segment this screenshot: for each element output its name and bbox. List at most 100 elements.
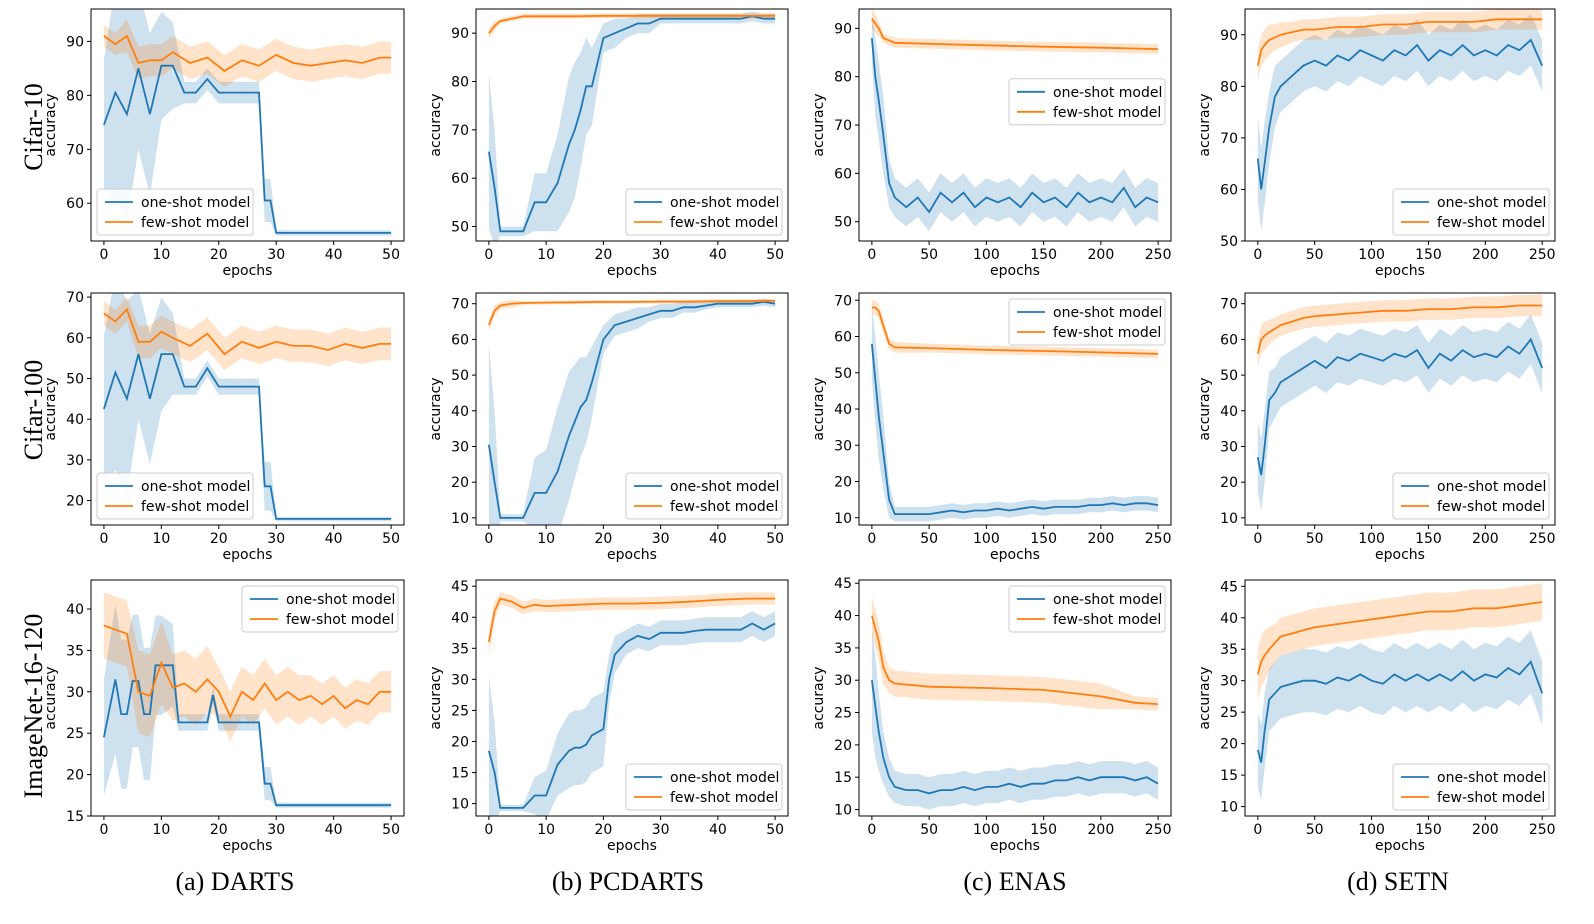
- legend-box: [1008, 78, 1166, 126]
- x-tick-label: 250: [1529, 247, 1556, 263]
- row-label-cifar-100: Cifar-100: [19, 360, 48, 461]
- x-tick-label: 0: [99, 531, 108, 547]
- y-tick-label: 70: [1220, 131, 1238, 147]
- plot-area: [1256, 9, 1544, 231]
- chart-imagenet-16-120-pcdarts: 0 10 20 30 40 50 10 15 20 25 30 35 40 45 epochs accurac…: [428, 579, 789, 854]
- legend-label: few-shot model: [1437, 499, 1545, 515]
- y-tick-label: 50: [834, 215, 852, 231]
- y-tick-label: 35: [1220, 642, 1238, 658]
- x-tick-label: 250: [1529, 822, 1556, 838]
- y-tick-label: 60: [451, 332, 469, 348]
- y-tick-label: 60: [66, 331, 84, 347]
- plot-area: [103, 592, 392, 808]
- y-tick-label: 80: [66, 88, 84, 104]
- y-tick-label: 45: [1220, 579, 1238, 595]
- x-tick-label: 50: [382, 531, 400, 547]
- y-tick-label: 10: [451, 797, 469, 813]
- x-tick-label: 150: [1030, 531, 1057, 547]
- x-tick-label: 200: [1472, 822, 1499, 838]
- few-shot-model-line: [488, 14, 776, 34]
- y-axis-label: accuracy: [811, 93, 827, 156]
- x-tick-label: 250: [1529, 531, 1556, 547]
- one-shot-model-line: [488, 300, 776, 519]
- x-tick-label: 20: [594, 247, 612, 263]
- chart-imagenet-16-120-darts: 0 10 20 30 40 50 15 20 25 30 35 40 epochs accuracy one…: [43, 579, 405, 854]
- legend-label: few-shot model: [141, 215, 249, 231]
- x-tick-label: 10: [537, 822, 555, 838]
- legend-box: [96, 472, 254, 520]
- x-tick-label: 10: [537, 531, 555, 547]
- y-tick-label: 50: [451, 368, 469, 384]
- x-tick-label: 150: [1415, 531, 1442, 547]
- legend-label: one-shot model: [1437, 195, 1546, 211]
- y-tick-label: 60: [834, 166, 852, 182]
- y-axis-label: accuracy: [811, 666, 827, 729]
- y-tick-label: 30: [451, 439, 469, 455]
- y-tick-label: 60: [834, 330, 852, 346]
- one-shot-model-band: [103, 9, 392, 236]
- chart-cifar-100-darts: 0 10 20 30 40 50 20 30 40 50 60 70 epochs accuracy one…: [43, 290, 405, 563]
- legend-label: one-shot model: [286, 592, 395, 608]
- few-shot-model-line: [1256, 18, 1543, 66]
- x-axis-label: epochs: [990, 547, 1040, 563]
- few-shot-model-line: [1256, 304, 1543, 354]
- legend: one-shot model few-shot model: [96, 472, 254, 520]
- y-tick-label: 40: [834, 609, 852, 625]
- y-tick-label: 30: [1220, 674, 1238, 690]
- x-tick-label: 200: [1088, 822, 1115, 838]
- x-tick-label: 0: [1253, 247, 1262, 263]
- legend-label: few-shot model: [670, 790, 778, 806]
- one-shot-model-band: [1257, 314, 1543, 511]
- y-tick-label: 10: [451, 511, 469, 527]
- one-shot-model-line: [1256, 38, 1544, 190]
- x-tick-label: 50: [1306, 822, 1324, 838]
- y-tick-label: 90: [451, 26, 469, 42]
- x-tick-label: 20: [210, 247, 228, 263]
- one-shot-model-line: [103, 664, 392, 807]
- few-shot-model-band: [871, 596, 1159, 711]
- x-tick-label: 40: [325, 822, 343, 838]
- row-label-text: Cifar-10: [19, 83, 48, 171]
- one-shot-model-band: [103, 293, 392, 521]
- few-shot-model-band: [1257, 294, 1543, 368]
- y-tick-label: 20: [66, 494, 84, 510]
- few-shot-model-line: [1256, 601, 1543, 675]
- x-axis-label: epochs: [607, 263, 657, 279]
- one-shot-model-band: [1257, 630, 1543, 801]
- y-tick-label: 70: [834, 293, 852, 309]
- x-tick-label: 30: [267, 247, 285, 263]
- x-tick-label: 20: [210, 822, 228, 838]
- y-tick-label: 90: [1220, 28, 1238, 44]
- x-tick-label: 100: [1358, 531, 1385, 547]
- y-tick-label: 10: [834, 803, 852, 819]
- chart-cifar-10-enas: 0 50 100 150 200 250 50 60 70 80 90 epochs accuracy o…: [811, 8, 1172, 279]
- legend: one-shot model few-shot model: [1392, 472, 1550, 520]
- y-tick-label: 80: [834, 70, 852, 86]
- row-label-text: Cifar-100: [19, 360, 48, 461]
- legend: one-shot model few-shot model: [241, 585, 399, 633]
- y-axis-label: accuracy: [1197, 377, 1213, 440]
- legend-label: few-shot model: [670, 499, 778, 515]
- legend: one-shot model few-shot model: [1008, 78, 1166, 126]
- row-label-cifar-10: Cifar-10: [19, 83, 48, 171]
- few-shot-model-band: [871, 9, 1159, 54]
- x-tick-label: 0: [484, 531, 493, 547]
- x-tick-label: 50: [382, 247, 400, 263]
- x-axis-label: epochs: [990, 263, 1040, 279]
- y-tick-label: 25: [834, 706, 852, 722]
- y-tick-label: 50: [451, 220, 469, 236]
- legend-box: [625, 188, 783, 236]
- axes-frame: [475, 579, 789, 817]
- y-tick-label: 30: [451, 672, 469, 688]
- x-tick-label: 40: [709, 531, 727, 547]
- one-shot-model-line: [103, 353, 392, 520]
- few-shot-model-line: [103, 624, 392, 719]
- y-tick-label: 40: [451, 404, 469, 420]
- x-tick-label: 30: [267, 822, 285, 838]
- axes-frame: [858, 579, 1172, 817]
- y-tick-label: 50: [1220, 234, 1238, 250]
- y-tick-label: 30: [1220, 439, 1238, 455]
- legend-box: [241, 585, 399, 633]
- x-tick-label: 0: [484, 247, 493, 263]
- x-tick-label: 150: [1030, 822, 1057, 838]
